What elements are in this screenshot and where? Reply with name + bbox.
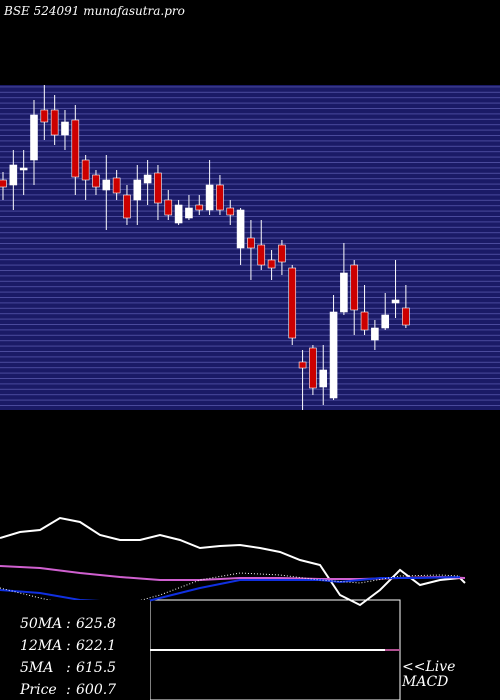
indicator-line bbox=[0, 572, 461, 608]
candle-body bbox=[288, 267, 297, 339]
candle-body bbox=[236, 209, 245, 249]
indicator-line bbox=[0, 576, 461, 605]
stat-value: 622.1 bbox=[76, 638, 116, 654]
candle-body bbox=[0, 179, 7, 188]
stat-value: 615.5 bbox=[76, 660, 116, 676]
candle-body bbox=[257, 244, 266, 266]
candle-body bbox=[50, 109, 59, 136]
indicator-line bbox=[0, 516, 466, 607]
candle-body bbox=[267, 259, 276, 269]
stat-value: 625.8 bbox=[76, 616, 116, 632]
stat-label: 5MA bbox=[20, 660, 53, 676]
stat-sep: : bbox=[66, 682, 71, 698]
candle-body bbox=[381, 314, 390, 329]
stat-sep: : bbox=[66, 638, 71, 654]
macd-label: MACD bbox=[401, 674, 448, 690]
candle-body bbox=[133, 179, 142, 201]
candle-body bbox=[123, 194, 131, 219]
candle-body bbox=[102, 179, 111, 191]
stat-sep: : bbox=[66, 616, 71, 632]
chart-title: BSE 524091 munafasutra.pro bbox=[3, 4, 185, 18]
candle-body bbox=[143, 174, 152, 184]
candle-body bbox=[402, 307, 410, 326]
stats-box bbox=[0, 600, 150, 700]
candle-body bbox=[9, 164, 18, 186]
candle-body bbox=[329, 311, 338, 399]
candle-body bbox=[154, 172, 162, 204]
candle-body bbox=[298, 361, 307, 369]
candle-body bbox=[92, 174, 100, 188]
candle-body bbox=[174, 204, 183, 224]
candle-body bbox=[278, 244, 286, 263]
candle-body bbox=[164, 199, 173, 216]
candle-body bbox=[340, 272, 348, 313]
stat-value: 600.7 bbox=[76, 682, 116, 698]
candle-body bbox=[71, 119, 80, 178]
candle-body bbox=[185, 207, 193, 219]
stat-sep: : bbox=[66, 660, 71, 676]
candle-body bbox=[216, 184, 224, 211]
candle-body bbox=[30, 114, 38, 161]
candle-body bbox=[81, 159, 90, 181]
candle-body bbox=[112, 177, 121, 194]
candle-body bbox=[360, 311, 369, 331]
candle-body bbox=[40, 109, 49, 123]
stat-label: 50MA bbox=[20, 616, 62, 632]
candle-body bbox=[391, 299, 400, 304]
candle-body bbox=[195, 204, 204, 211]
candle-body bbox=[319, 369, 328, 388]
stat-label: 12MA bbox=[20, 638, 62, 654]
stat-label: Price bbox=[19, 682, 57, 698]
live-label: <<Live bbox=[402, 659, 455, 675]
candle-body bbox=[19, 167, 28, 171]
candle-body bbox=[309, 347, 317, 389]
candle-body bbox=[350, 264, 359, 311]
candle-body bbox=[61, 121, 69, 136]
candle-body bbox=[371, 327, 379, 341]
candle-body bbox=[205, 184, 214, 211]
candle-body bbox=[247, 237, 255, 249]
candle-body bbox=[226, 207, 235, 216]
